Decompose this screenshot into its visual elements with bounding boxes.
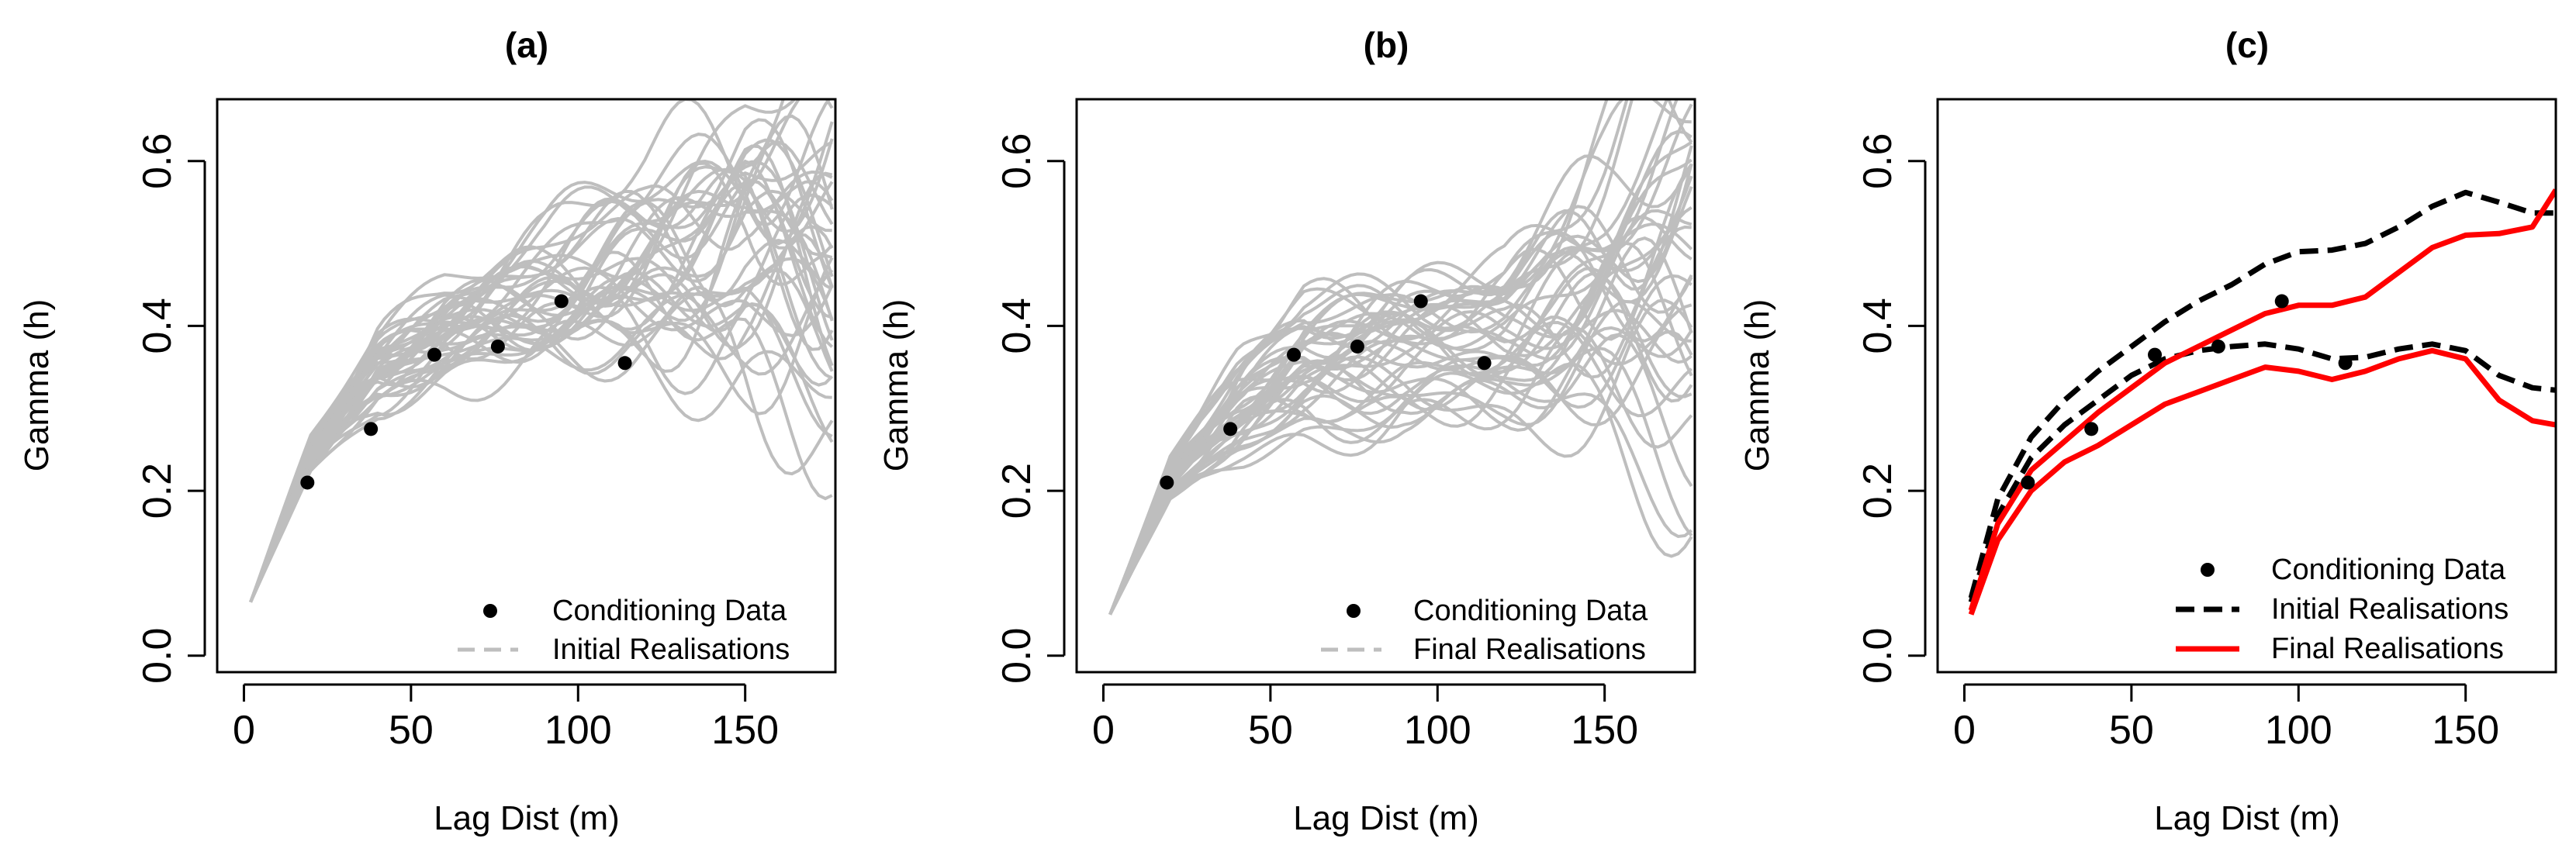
y-tick-label: 0.6: [1855, 133, 1900, 189]
conditioning-point: [490, 339, 505, 354]
y-tick-label: 0.4: [994, 298, 1039, 354]
realisation-curve: [249, 180, 834, 603]
conditioning-point: [427, 347, 442, 362]
x-axis-label: Lag Dist (m): [1293, 799, 1479, 837]
conditioning-point: [2084, 422, 2099, 436]
y-tick-label: 0.6: [135, 133, 180, 189]
x-axis-label: Lag Dist (m): [2154, 799, 2340, 837]
panel-title: (b): [1364, 25, 1409, 65]
y-tick-label: 0.2: [994, 463, 1039, 519]
legend-label-conditioning: Conditioning Data: [2271, 554, 2506, 586]
x-tick-label: 150: [711, 708, 779, 753]
realisation-curve: [1108, 326, 1693, 616]
legend-label-conditioning: Conditioning Data: [1413, 595, 1648, 627]
conditioning-point: [2148, 347, 2163, 362]
plot-frame: [1936, 98, 2557, 674]
conditioning-point: [617, 356, 632, 371]
x-tick-label: 50: [2109, 708, 2154, 753]
x-tick-label: 50: [1248, 708, 1293, 753]
x-tick-label: 150: [2432, 708, 2499, 753]
y-tick-label: 0.4: [1855, 298, 1900, 354]
conditioning-point: [1477, 356, 1492, 371]
realisation-curve: [1108, 362, 1693, 616]
panel-title: (c): [2225, 25, 2269, 65]
realisation-curve: [1108, 99, 1629, 616]
legend-conditioning-marker: [2201, 563, 2215, 577]
x-tick-label: 0: [1092, 708, 1115, 753]
realisation-curve: [1108, 320, 1693, 616]
panel-b: (b) 0 50 100 150 0.0 0.2 0.4 0.6 Lag Dist (m) G…: [877, 25, 1696, 837]
realisation-curve: [1108, 99, 1669, 616]
y-tick-label: 0.6: [994, 133, 1039, 189]
realisation-curve: [249, 99, 832, 603]
legend-conditioning-marker: [1347, 604, 1361, 618]
conditioning-point: [554, 294, 569, 309]
realisation-curve: [249, 179, 833, 603]
legend-conditioning-marker: [483, 604, 497, 618]
legend-label-initial: Initial Realisations: [2271, 593, 2509, 626]
x-tick-label: 100: [2265, 708, 2332, 753]
y-axis-label: Gamma (h): [1738, 299, 1776, 471]
y-tick-label: 0.2: [1855, 463, 1900, 519]
plot-frame: [1075, 98, 1696, 674]
legend: Conditioning Data Final Realisations: [1321, 595, 1648, 666]
x-axis-label: Lag Dist (m): [434, 799, 620, 837]
realisation-curve: [249, 140, 834, 603]
conditioning-point: [1223, 422, 1238, 436]
legend-label-realisations: Initial Realisations: [552, 633, 790, 666]
plot-frame: [216, 98, 837, 674]
realisation-curve: [1108, 299, 1692, 616]
realisation-curve: [249, 170, 833, 603]
x-tick-label: 150: [1571, 708, 1638, 753]
conditioning-point: [1350, 339, 1364, 354]
series-line: [1968, 341, 2556, 603]
realisation-curve: [249, 118, 834, 603]
realisation-curve: [249, 114, 834, 603]
x-tick-label: 0: [233, 708, 255, 753]
series-line: [1968, 189, 2556, 599]
legend-label-realisations: Final Realisations: [1413, 633, 1646, 666]
realisation-curve: [1108, 129, 1693, 616]
legend: Conditioning Data Initial Realisations: [458, 595, 790, 666]
x-tick-label: 100: [545, 708, 612, 753]
realisation-curve: [1108, 99, 1693, 616]
conditioning-point: [1413, 294, 1428, 309]
realisation-curve: [1108, 309, 1693, 616]
realisation-curve: [249, 167, 834, 603]
realisation-curve: [249, 178, 834, 603]
realisation-curve: [249, 171, 833, 603]
panel-title: (a): [505, 25, 548, 65]
y-axis-label: Gamma (h): [877, 299, 915, 471]
series-line: [1968, 347, 2556, 616]
y-tick-label: 0.0: [994, 628, 1039, 684]
realisation-curve: [249, 225, 834, 603]
conditioning-point: [1287, 347, 1302, 362]
conditioning-point: [1160, 475, 1174, 490]
y-tick-label: 0.2: [135, 463, 180, 519]
conditioning-point: [2021, 475, 2035, 490]
realisation-curve: [1108, 103, 1693, 616]
y-tick-label: 0.0: [135, 628, 180, 684]
legend: Conditioning Data Initial Realisations F…: [2176, 554, 2509, 665]
realisation-curve: [249, 269, 834, 603]
conditioning-point: [300, 475, 315, 490]
conditioning-point: [364, 422, 379, 436]
y-tick-label: 0.0: [1855, 628, 1900, 684]
legend-label-final: Final Realisations: [2271, 633, 2504, 665]
conditioning-point: [2274, 294, 2289, 309]
legend-label-conditioning: Conditioning Data: [552, 595, 787, 627]
realisation-curve: [1108, 303, 1693, 616]
y-axis-label: Gamma (h): [18, 299, 56, 471]
x-tick-label: 0: [1953, 708, 1976, 753]
x-tick-label: 100: [1404, 708, 1471, 753]
panel-c: (c) 0 50 100 150 0.0 0.2 0.4 0.6 Lag Dist (m) G…: [1738, 25, 2557, 837]
conditioning-point: [2211, 339, 2225, 354]
y-tick-label: 0.4: [135, 298, 180, 354]
x-tick-label: 50: [389, 708, 434, 753]
panel-a: (a) 0 50 100 150 0.0 0.2 0.4 0.6 Lag Dist (m) G…: [18, 25, 837, 837]
series-line: [1968, 188, 2556, 612]
conditioning-point: [2338, 356, 2353, 371]
realisation-curve: [1108, 274, 1693, 616]
